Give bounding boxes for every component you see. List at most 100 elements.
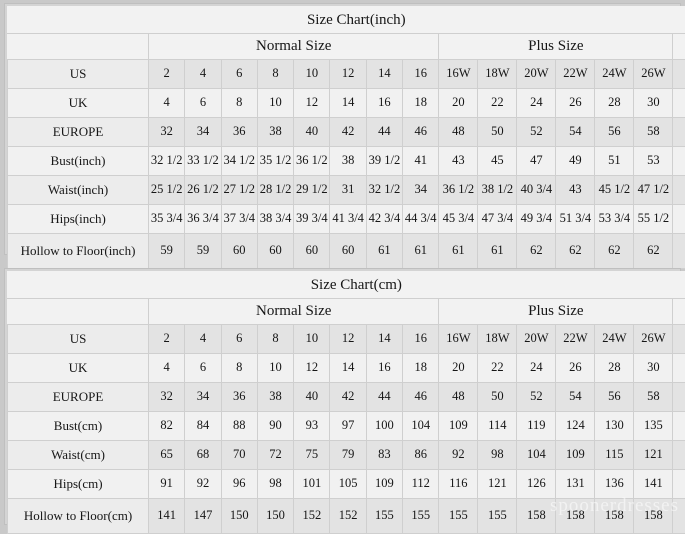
measurement-cell: 10 [257, 89, 293, 118]
chart-title-row: Size Chart(cm) [8, 272, 685, 299]
measurement-cell: 82 [149, 412, 185, 441]
measurement-cell: 22W [556, 60, 595, 89]
measurement-cell: 14 [366, 325, 402, 354]
measurement-cell: 36 1/2 [294, 147, 330, 176]
measurement-cell: 50 [478, 383, 517, 412]
row-label: Waist(inch) [8, 176, 149, 205]
measurement-cell: 60 [330, 234, 366, 269]
measurement-cell: 41 [403, 147, 439, 176]
measurement-cell: 42 [330, 118, 366, 147]
measurement-cell: 50 [478, 118, 517, 147]
measurement-cell: 20 [439, 89, 478, 118]
measurement-cell: 60 [257, 234, 293, 269]
measurement-cell: 92 [185, 470, 221, 499]
measurement-cell: 84 [185, 412, 221, 441]
measurement-cell: 114 [478, 412, 517, 441]
measurement-cell: 38 3/4 [257, 205, 293, 234]
row-tail-cell [673, 205, 685, 234]
measurement-cell: 18W [478, 60, 517, 89]
measurement-cell: 126 [517, 470, 556, 499]
measurement-cell: 61 [439, 234, 478, 269]
measurement-cell: 6 [185, 354, 221, 383]
measurement-cell: 124 [556, 412, 595, 441]
row-tail-cell [673, 147, 685, 176]
measurement-cell: 109 [366, 470, 402, 499]
measurement-cell: 38 1/2 [478, 176, 517, 205]
measurement-cell: 62 [634, 234, 673, 269]
measurement-cell: 109 [556, 441, 595, 470]
group-header-plus-size: Plus Size [439, 299, 673, 325]
measurement-cell: 115 [595, 441, 634, 470]
measurement-cell: 49 [556, 147, 595, 176]
measurement-cell: 98 [478, 441, 517, 470]
measurement-cell: 14 [330, 89, 366, 118]
measurement-cell: 105 [330, 470, 366, 499]
measurement-cell: 4 [149, 89, 185, 118]
row-label: UK [8, 354, 149, 383]
measurement-cell: 37 3/4 [221, 205, 257, 234]
row-label: EUROPE [8, 383, 149, 412]
measurement-cell: 51 [595, 147, 634, 176]
measurement-cell: 31 [330, 176, 366, 205]
measurement-cell: 147 [185, 499, 221, 534]
measurement-cell: 47 3/4 [478, 205, 517, 234]
measurement-cell: 109 [439, 412, 478, 441]
measurement-cell: 56 [595, 118, 634, 147]
measurement-cell: 34 [185, 118, 221, 147]
group-row-spacer [8, 299, 149, 325]
measurement-cell: 86 [403, 441, 439, 470]
measurement-cell: 43 [556, 176, 595, 205]
row-label: UK [8, 89, 149, 118]
measurement-cell: 61 [478, 234, 517, 269]
measurement-cell: 28 [595, 354, 634, 383]
chart-title-row: Size Chart(inch) [8, 7, 685, 34]
measurement-cell: 136 [595, 470, 634, 499]
measurement-cell: 62 [517, 234, 556, 269]
measurement-cell: 10 [294, 325, 330, 354]
measurement-cell: 135 [634, 412, 673, 441]
measurement-cell: 18 [403, 89, 439, 118]
measurement-cell: 121 [634, 441, 673, 470]
measurement-cell: 121 [478, 470, 517, 499]
measurement-cell: 101 [294, 470, 330, 499]
chart-title: Size Chart(cm) [8, 272, 685, 299]
measurement-cell: 45 [478, 147, 517, 176]
measurement-cell: 47 [517, 147, 556, 176]
measurement-cell: 52 [517, 383, 556, 412]
row-label: Bust(cm) [8, 412, 149, 441]
measurement-cell: 6 [185, 89, 221, 118]
row-tail-cell [673, 412, 685, 441]
measurement-cell: 131 [556, 470, 595, 499]
measurement-cell: 39 1/2 [366, 147, 402, 176]
measurement-cell: 55 1/2 [634, 205, 673, 234]
measurement-cell: 59 [185, 234, 221, 269]
measurement-cell: 62 [556, 234, 595, 269]
measurement-cell: 65 [149, 441, 185, 470]
row-label: Hips(cm) [8, 470, 149, 499]
measurement-cell: 53 3/4 [595, 205, 634, 234]
measurement-cell: 28 1/2 [257, 176, 293, 205]
measurement-cell: 25 1/2 [149, 176, 185, 205]
measurement-cell: 104 [517, 441, 556, 470]
measurement-cell: 34 [403, 176, 439, 205]
measurement-cell: 141 [634, 470, 673, 499]
measurement-cell: 158 [556, 499, 595, 534]
measurement-cell: 38 [330, 147, 366, 176]
measurement-cell: 24W [595, 60, 634, 89]
measurement-cell: 155 [439, 499, 478, 534]
measurement-cell: 52 [517, 118, 556, 147]
measurement-cell: 68 [185, 441, 221, 470]
row-label: Hips(inch) [8, 205, 149, 234]
row-label: Hollow to Floor(cm) [8, 499, 149, 534]
measurement-cell: 12 [330, 60, 366, 89]
row-label: Bust(inch) [8, 147, 149, 176]
